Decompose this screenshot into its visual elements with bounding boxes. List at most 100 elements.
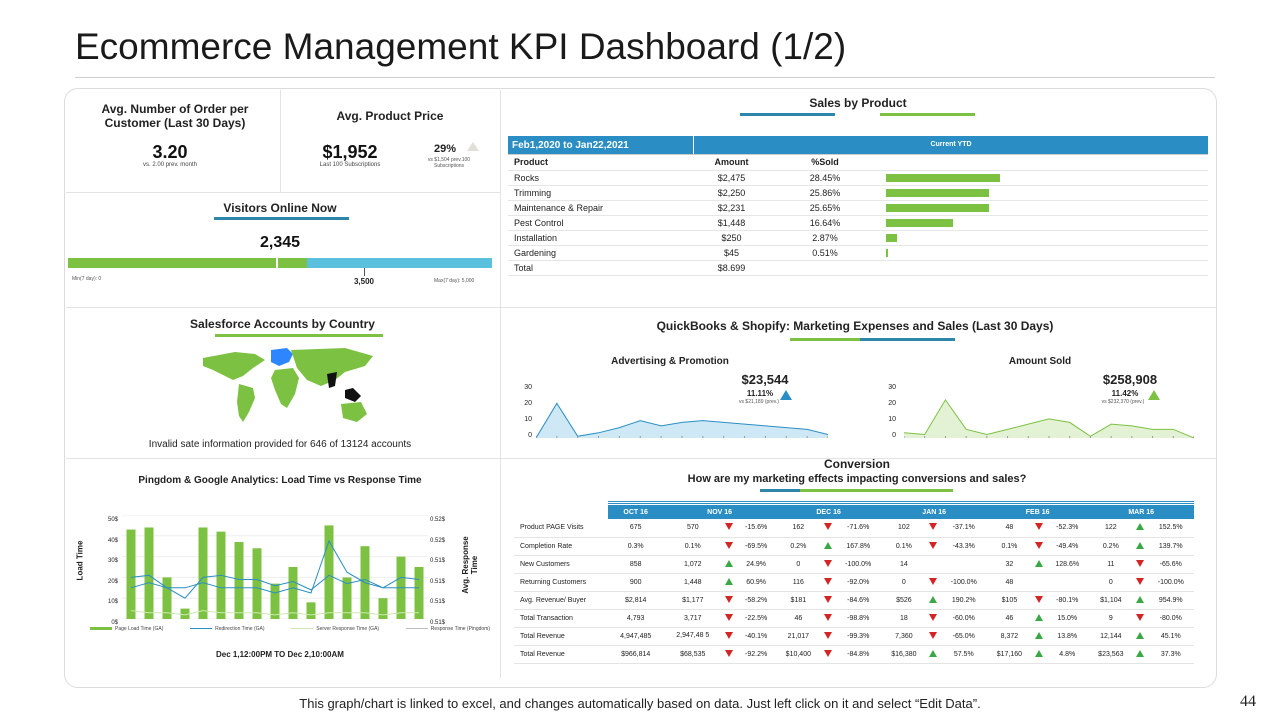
- metric-label: Product PAGE Visits: [514, 519, 608, 538]
- metric-value: 3,717: [663, 609, 723, 628]
- metric-value: $17,160: [986, 645, 1032, 664]
- metric-value: $966,814: [608, 645, 664, 664]
- metric-value: 152.5%: [1147, 519, 1194, 538]
- metric-value: 60.9%: [736, 573, 776, 592]
- metric-value: 570: [663, 519, 723, 538]
- product-sold: [770, 260, 880, 276]
- right-tick: 0.52$: [430, 517, 446, 523]
- metric-value: -60.0%: [940, 609, 987, 628]
- orders-sub: vs. 2.00 prev. month: [143, 162, 197, 168]
- table-row: Pest Control $1,448 16.64%: [508, 215, 1208, 231]
- load-time-bar: [288, 567, 298, 619]
- trend-cell: [1031, 591, 1047, 610]
- metric-value: 0: [881, 573, 927, 592]
- trend-cell: [1031, 627, 1047, 646]
- sold-trend-icon: [1148, 390, 1160, 400]
- period-header: DEC 16: [775, 505, 882, 519]
- redirection-time-line: [130, 574, 420, 599]
- trend-down-icon: [823, 631, 832, 639]
- metric-value: -65.6%: [1147, 555, 1194, 574]
- metric-value: 15.0%: [1046, 609, 1089, 628]
- sold-ytick: 30: [888, 384, 896, 391]
- adv-yaxis: 30 20 10 0: [516, 380, 532, 444]
- footer-note: This graph/chart is linked to excel, and…: [299, 696, 981, 711]
- trend-cell: [820, 609, 836, 628]
- metric-value: 48: [986, 519, 1032, 538]
- table-row: Product PAGE Visits 675 570 -15.6% 162 -71.6%…: [514, 519, 1194, 538]
- pingdom-response-line: [130, 539, 419, 594]
- metric-value: 4,793: [608, 609, 664, 628]
- column-header: %Sold: [770, 155, 880, 171]
- trend-cell: [1031, 537, 1047, 556]
- pingdom-left-axis: 50$ 40$ 30$ 20$ 10$ 0$: [96, 510, 118, 633]
- period-header: MAR 16: [1088, 505, 1194, 519]
- map-africa: [271, 368, 299, 408]
- metric-value: 116: [775, 573, 821, 592]
- load-time-bar: [198, 527, 208, 619]
- sold-sub: vs $232,370 (prev.): [1101, 399, 1145, 405]
- metric-value: 102: [881, 519, 927, 538]
- table-row: Gardening $45 0.51%: [508, 245, 1208, 261]
- metric-value: 37.3%: [1147, 645, 1194, 664]
- trend-cell: [926, 627, 941, 646]
- metric-value: 1,448: [663, 573, 723, 592]
- metric-value: $105: [986, 591, 1032, 610]
- trend-down-icon: [929, 541, 938, 549]
- metric-value: 46: [986, 609, 1032, 628]
- metric-value: -71.6%: [835, 519, 882, 538]
- metric-value: 162: [775, 519, 821, 538]
- legend-item: Response Time (Pingdom): [405, 626, 490, 632]
- trend-cell: [1133, 591, 1148, 610]
- metric-value: $68,535: [663, 645, 723, 664]
- column-header: [880, 155, 1208, 171]
- pingdom-caption: Dec 1,12:00PM TO Dec 2,10:00AM: [216, 650, 344, 659]
- divider: [66, 192, 500, 193]
- product-bar-cell: [880, 200, 1208, 216]
- right-tick: 0.51$: [430, 558, 446, 564]
- trend-cell: [1031, 519, 1047, 538]
- legend-label: Redirection Time (GA): [215, 626, 265, 632]
- adv-sub: vs $21,189 (prev.): [739, 399, 779, 405]
- metric-label: Returning Customers: [514, 573, 608, 592]
- conversion-table: OCT 16 NOV 16 DEC 16 JAN 16 FEB 16 MAR 16 Pro…: [514, 505, 1194, 664]
- load-time-bar: [306, 602, 316, 619]
- trend-cell: [1133, 609, 1148, 628]
- quickbooks-title: QuickBooks & Shopify: Marketing Expenses…: [656, 319, 1054, 333]
- sales-period: Feb1,2020 to Jan22,2021: [512, 140, 629, 151]
- product-bar-cell: [880, 230, 1208, 246]
- product-amount: $2,475: [693, 170, 770, 186]
- visitors-marker-label: 3,500: [353, 277, 375, 286]
- trend-down-icon: [929, 631, 938, 639]
- visitors-gauge-marker: [275, 258, 278, 268]
- metric-value: -92.2%: [736, 645, 776, 664]
- legend-swatch: [190, 628, 213, 630]
- adv-ytick: 30: [524, 384, 532, 391]
- metric-value: -100.0%: [940, 573, 987, 592]
- metric-value: $16,380: [881, 645, 927, 664]
- product-amount: $45: [693, 245, 770, 261]
- metric-value: -100.0%: [1147, 573, 1194, 592]
- product-sold: 25.86%: [770, 185, 880, 201]
- trend-cell: [722, 627, 737, 646]
- metric-value: 46: [775, 609, 821, 628]
- area-fill: [536, 403, 828, 438]
- sales-underline-green: [880, 113, 975, 116]
- table-row: Trimming $2,250 25.86%: [508, 185, 1208, 201]
- conv-header-rule: [608, 501, 1194, 504]
- metric-value: $10,400: [775, 645, 821, 664]
- metric-value: 139.7%: [1147, 537, 1194, 556]
- trend-down-icon: [725, 631, 734, 639]
- right-tick: 0.51$: [430, 619, 446, 626]
- legend-label: Server Response Time (GA): [316, 626, 380, 632]
- orders-title: Avg. Number of Order per Customer (Last …: [101, 102, 249, 130]
- metric-value: 32: [986, 555, 1032, 574]
- metric-value: 122: [1088, 519, 1134, 538]
- visitors-max: Max(7 day): 5,000: [434, 278, 475, 284]
- sold-yaxis: 30 20 10 0: [880, 380, 896, 444]
- metric-value: [926, 555, 941, 574]
- metric-value: [940, 555, 987, 574]
- trend-down-icon: [1035, 595, 1044, 603]
- metric-value: $23,563: [1088, 645, 1134, 664]
- pingdom-ylabel-right: Avg. Response Time: [461, 536, 479, 594]
- trend-cell: [722, 591, 737, 610]
